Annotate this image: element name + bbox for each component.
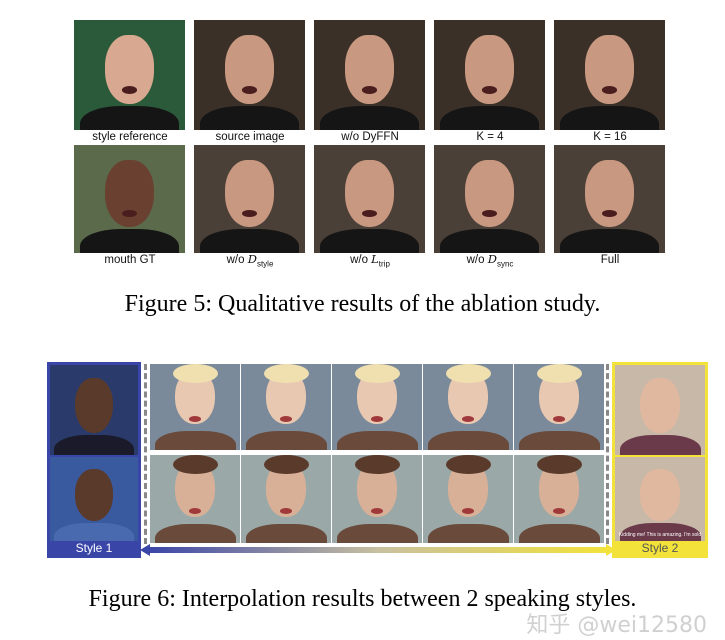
ablation-label-r1-c3: w/o DyFFN — [341, 131, 399, 143]
ablation-label-r2-c4: w/o Dsync — [430, 253, 550, 270]
ablation-label-r1-c4: K = 4 — [476, 131, 504, 143]
interpolation-image-r1-c4 — [423, 364, 513, 450]
ablation-label-r1-c1: style reference — [92, 131, 168, 143]
label-symbol: D — [487, 252, 497, 266]
ablation-image-r2-c5 — [554, 145, 665, 253]
interpolation-image-r2-c1 — [150, 455, 240, 543]
ablation-image-r1-c3 — [314, 20, 425, 130]
interpolation-image-r1-c5 — [514, 364, 604, 450]
label-subscript: trip — [378, 259, 390, 269]
ablation-image-r1-c4 — [434, 20, 545, 130]
style1-photo-top — [50, 365, 138, 455]
label-symbol: L — [371, 252, 379, 266]
ablation-label-r2-c5: Full — [550, 253, 670, 270]
label-text: w/o — [226, 254, 248, 266]
interpolation-arrow — [140, 544, 616, 556]
ablation-label-r2-c1: mouth GT — [70, 253, 190, 270]
style1-panel: Style 1 — [47, 362, 141, 558]
style2-label: Style 2 — [641, 541, 679, 555]
label-subscript: style — [256, 259, 274, 269]
ablation-label-r2-c2: w/o Dstyle — [190, 253, 310, 270]
ablation-image-r1-c1 — [74, 20, 185, 130]
figure-5-caption: Figure 5: Qualitative results of the abl… — [124, 291, 601, 317]
interpolation-image-r1-c1 — [150, 364, 240, 450]
style1-photo-bottom — [50, 457, 138, 541]
interpolation-image-r2-c5 — [514, 455, 604, 543]
ablation-label-r1-c2: source image — [215, 131, 285, 143]
interpolation-image-r1-c2 — [241, 364, 331, 450]
ablation-image-r2-c4 — [434, 145, 545, 253]
ablation-image-r2-c1 — [74, 145, 185, 253]
ablation-label-r1-c5: K = 16 — [593, 131, 627, 143]
label-text: w/o — [350, 254, 372, 266]
style2-photo-bottom: Kidding me! This is amazing. I'm sold — [615, 457, 705, 541]
style1-label: Style 1 — [75, 541, 113, 555]
label-text: w/o — [466, 254, 488, 266]
label-subscript: sync — [496, 259, 514, 269]
figure-6-caption: Figure 6: Interpolation results between … — [88, 586, 637, 612]
frame-subtitle: Kidding me! This is amazing. I'm sold — [618, 532, 702, 538]
ablation-image-r2-c2 — [194, 145, 305, 253]
label-text: Full — [600, 254, 620, 266]
ablation-image-r1-c2 — [194, 20, 305, 130]
interpolation-image-r1-c3 — [332, 364, 422, 450]
interpolation-image-r2-c3 — [332, 455, 422, 543]
watermark: 知乎 @wei12580 — [526, 613, 707, 638]
style2-photo-top — [615, 365, 705, 455]
interpolation-image-r2-c4 — [423, 455, 513, 543]
ablation-label-r2-c3: w/o Ltrip — [310, 253, 430, 270]
divider-right — [606, 364, 609, 544]
ablation-image-r1-c5 — [554, 20, 665, 130]
ablation-image-r2-c3 — [314, 145, 425, 253]
label-symbol: D — [247, 252, 257, 266]
style2-panel: Kidding me! This is amazing. I'm sold St… — [612, 362, 708, 558]
divider-left — [144, 364, 147, 544]
label-text: mouth GT — [104, 254, 156, 266]
interpolation-image-r2-c2 — [241, 455, 331, 543]
